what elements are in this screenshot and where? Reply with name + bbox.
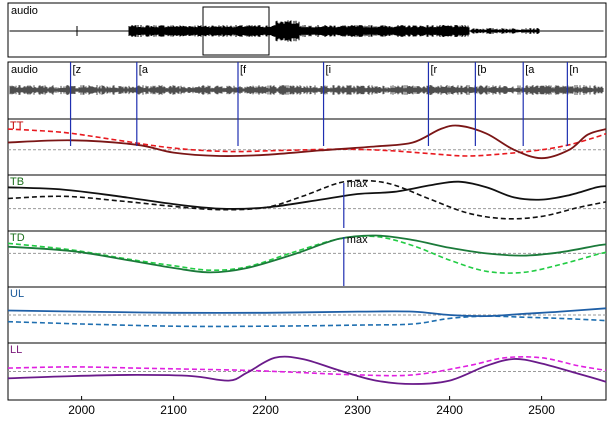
panel-td-label: TD [10, 232, 25, 244]
segment-label: [b [477, 64, 486, 76]
panel-tb-label: TB [10, 176, 24, 188]
max-label: max [347, 178, 368, 190]
segment-label: [a [525, 64, 535, 76]
segment-label: [f [240, 64, 247, 76]
panel-tt: TT [7, 118, 607, 176]
audio-label: audio [11, 64, 38, 76]
series-tt-solid [7, 124, 607, 160]
overview-panel: audio [7, 2, 607, 58]
overview-selection-box[interactable] [202, 6, 270, 56]
panel-ll: LL [7, 342, 607, 401]
segment-markers: [z [a [f [i [r [b [a [n [69, 62, 579, 146]
audio-wave-path [9, 85, 604, 95]
panel-ll-label: LL [10, 344, 22, 356]
overview-wave-path [9, 20, 604, 42]
panel-ul-label: UL [10, 288, 24, 300]
series-tb-dashed [7, 179, 607, 220]
x-tick-label: 2400 [436, 403, 463, 417]
series-tt-dashed [7, 128, 607, 157]
x-tick-label: 2100 [160, 403, 187, 417]
x-tick-label: 2000 [68, 403, 95, 417]
x-tick-label: 2200 [252, 403, 279, 417]
segment-label: [i [326, 64, 332, 76]
series-ll-solid [7, 355, 607, 385]
panel-tb: TB [7, 174, 607, 232]
panel-ul: UL [7, 286, 607, 344]
max-annotations: max max [343, 178, 368, 286]
segment-label: [a [139, 64, 149, 76]
panel-td: TD [7, 230, 607, 288]
max-label: max [347, 234, 368, 246]
panel-tb-frame [7, 174, 607, 232]
x-axis: 2000 2100 2200 2300 2400 2500 [68, 396, 555, 417]
panel-td-frame [7, 230, 607, 288]
audio-waveform [9, 85, 604, 95]
series-ul-dashed [7, 315, 607, 328]
articulator-panels: TT TB TD UL LL [7, 118, 607, 401]
segment-label: [r [430, 64, 437, 76]
series-tb-solid [7, 180, 607, 210]
panel-tt-label: TT [10, 120, 24, 132]
series-ul-solid [7, 307, 607, 318]
audio-panel: audio [7, 61, 607, 120]
series-td-solid [7, 234, 607, 274]
overview-label: audio [11, 5, 38, 17]
x-tick-label: 2500 [528, 403, 555, 417]
panel-tt-frame [7, 118, 607, 176]
segment-label: [z [73, 64, 82, 76]
panel-ll-frame [7, 342, 607, 401]
segment-label: [n [569, 64, 578, 76]
series-ll-dashed [7, 356, 607, 377]
overview-waveform [9, 20, 604, 42]
x-tick-label: 2300 [344, 403, 371, 417]
